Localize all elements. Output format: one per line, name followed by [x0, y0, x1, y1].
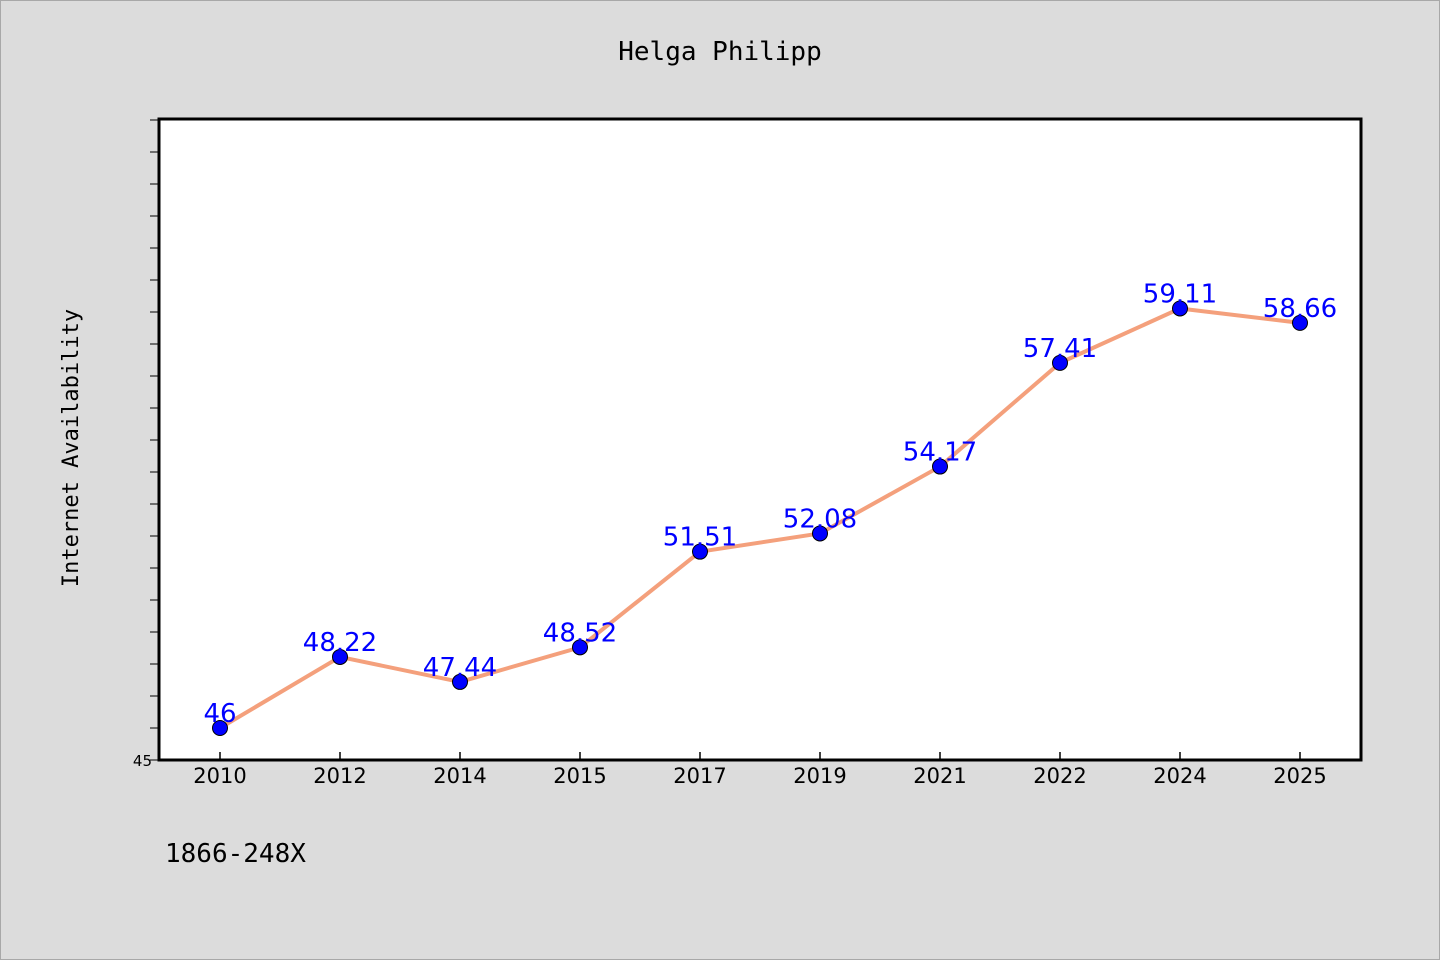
chart-title: Helga Philipp	[618, 37, 822, 67]
x-tick-label: 2015	[553, 764, 606, 788]
data-label: 46	[203, 699, 236, 729]
data-point	[332, 648, 348, 665]
x-tick-label: 2014	[433, 764, 486, 788]
data-label: 48.22	[303, 628, 377, 658]
y-tick-label: 45	[133, 752, 152, 770]
x-tick-label: 2024	[1153, 764, 1206, 788]
plot-area	[157, 117, 1363, 762]
data-label: 59.11	[1143, 279, 1217, 309]
x-tick-label: 2012	[313, 764, 366, 788]
data-label: 47.44	[423, 653, 497, 683]
data-point	[932, 458, 948, 475]
y-axis-label: Internet Availability	[59, 309, 84, 587]
x-axis-ticks: 2010 2012 2014 2015 2017 2019 2021 2022 2024 2025	[193, 752, 1327, 788]
data-label: 54.17	[903, 438, 977, 468]
x-tick-label: 2017	[673, 764, 726, 788]
data-labels-group: 46 48.22 47.44 48.52 51.51 52.08 54.17 57.41 59.…	[203, 279, 1337, 729]
data-point	[1172, 300, 1188, 317]
series-line	[218, 306, 1302, 730]
data-point	[692, 543, 708, 560]
x-tick-label: 2019	[793, 764, 846, 788]
x-tick-label: 2025	[1273, 764, 1326, 788]
data-point	[812, 525, 828, 542]
x-tick-label: 2021	[913, 764, 966, 788]
data-label: 52.08	[783, 504, 857, 534]
data-point	[212, 720, 228, 736]
data-label: 51.51	[663, 523, 737, 553]
data-point	[1292, 314, 1308, 331]
y-axis-ticks: 45	[133, 119, 158, 770]
data-point	[572, 639, 588, 656]
data-point	[452, 673, 468, 690]
x-tick-label: 2022	[1033, 764, 1086, 788]
data-point	[1052, 354, 1068, 371]
footnote: 1866-248X	[165, 839, 306, 869]
series-group	[212, 300, 1308, 736]
data-label: 58.66	[1263, 294, 1337, 324]
data-label: 57.41	[1023, 334, 1097, 364]
x-tick-label: 2010	[193, 764, 246, 788]
data-label: 48.52	[543, 618, 617, 648]
